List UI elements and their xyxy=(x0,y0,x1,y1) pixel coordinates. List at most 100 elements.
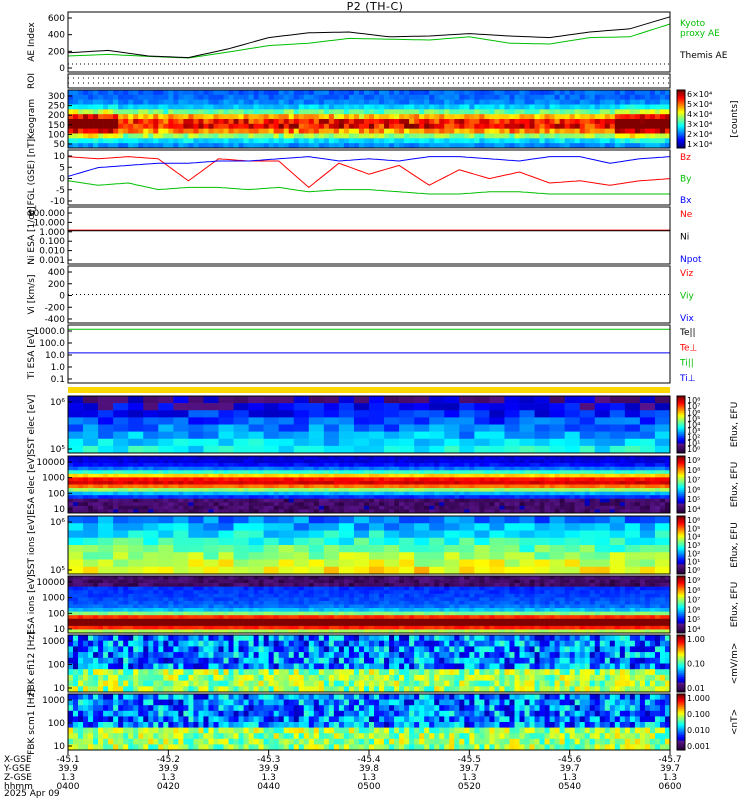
heatmap-cell xyxy=(338,491,345,496)
heatmap-cell xyxy=(609,119,616,125)
heatmap-cell xyxy=(389,477,395,482)
heatmap-cell xyxy=(263,625,269,630)
heatmap-cell xyxy=(228,119,234,125)
heatmap-cell xyxy=(183,600,189,605)
heatmap-cell xyxy=(589,99,596,105)
heatmap-cell xyxy=(298,509,305,514)
heatmap-cell xyxy=(469,477,475,482)
heatmap-cell xyxy=(369,456,375,460)
heatmap-cell xyxy=(203,545,219,553)
heatmap-cell xyxy=(138,615,144,620)
heatmap-cell xyxy=(353,466,360,471)
heatmap-cell xyxy=(399,463,405,467)
heatmap-cell xyxy=(258,484,264,489)
heatmap-cell xyxy=(348,505,355,510)
heatmap-cell xyxy=(178,104,184,110)
heatmap-cell xyxy=(143,611,149,616)
heatmap-cell xyxy=(594,403,611,411)
heatmap-cell xyxy=(579,114,586,120)
heatmap-cell xyxy=(218,545,234,553)
heatmap-cell xyxy=(253,123,259,129)
heatmap-esa_e xyxy=(68,456,671,514)
heatmap-cell xyxy=(419,109,425,115)
heatmap-cell xyxy=(223,99,229,105)
heatmap-cell xyxy=(138,94,144,100)
heatmap-cell xyxy=(108,119,114,125)
heatmap-cell xyxy=(138,119,144,125)
heatmap-cell xyxy=(404,133,410,139)
heatmap-cell xyxy=(399,94,405,100)
heatmap-cell xyxy=(113,466,119,471)
heatmap-cell xyxy=(293,552,310,560)
heatmap-cell xyxy=(233,459,239,464)
heatmap-cell xyxy=(479,488,485,492)
heatmap-cell xyxy=(659,119,666,125)
heatmap-cell xyxy=(499,473,505,478)
heatmap-cell xyxy=(318,94,325,100)
heatmap-cell xyxy=(208,509,214,514)
ytick-temperature-2: 10.0 xyxy=(45,351,65,361)
heatmap-cell xyxy=(283,491,290,496)
heatmap-cell xyxy=(83,466,89,471)
heatmap-cell xyxy=(133,615,139,620)
heatmap-cell xyxy=(654,104,661,110)
heatmap-cell xyxy=(283,583,290,587)
heatmap-cell xyxy=(444,410,460,418)
heatmap-cell xyxy=(594,410,611,418)
heatmap-cell xyxy=(203,566,219,575)
heatmap-cell xyxy=(303,104,310,110)
heatmap-cell xyxy=(363,456,370,460)
heatmap-cell xyxy=(258,615,264,620)
heatmap-cell xyxy=(268,459,274,464)
heatmap-cell xyxy=(414,459,420,464)
heatmap-cell xyxy=(439,505,445,510)
heatmap-cell xyxy=(328,94,335,100)
heatmap-cell xyxy=(308,470,315,475)
heatmap-cell xyxy=(248,597,254,602)
heatmap-cell xyxy=(348,109,355,115)
heatmap-cell xyxy=(138,576,144,580)
heatmap-cell xyxy=(409,477,415,482)
heatmap-cell xyxy=(293,488,300,492)
heatmap-cell xyxy=(178,463,184,467)
heatmap-cell xyxy=(98,488,104,492)
heatmap-cell xyxy=(153,502,159,507)
heatmap-cell xyxy=(128,463,134,467)
heatmap-cell xyxy=(534,109,540,115)
heatmap-cell xyxy=(233,583,239,587)
heatmap-cell xyxy=(283,466,290,471)
heatmap-cell xyxy=(323,477,330,482)
heatmap-cell xyxy=(514,488,520,492)
heatmap-cell xyxy=(323,123,330,129)
heatmap-cell xyxy=(389,498,395,503)
heatmap-cell xyxy=(509,502,515,507)
heatmap-cell xyxy=(98,424,114,432)
heatmap-cell xyxy=(208,477,214,482)
heatmap-cell xyxy=(208,593,214,598)
heatmap-cell xyxy=(504,502,510,507)
colorbar-swatch xyxy=(677,476,685,480)
heatmap-cell xyxy=(193,119,199,125)
heatmap-cell xyxy=(639,445,656,454)
colorbar-swatch xyxy=(677,527,685,531)
heatmap-cell xyxy=(228,94,234,100)
heatmap-cell xyxy=(258,473,264,478)
heatmap-cell xyxy=(68,566,84,575)
heatmap-cell xyxy=(293,516,310,524)
heatmap-cell xyxy=(524,128,530,134)
heatmap-cell xyxy=(253,576,259,580)
heatmap-cell xyxy=(579,545,596,553)
heatmap-cell xyxy=(193,480,199,485)
heatmap-cell xyxy=(223,509,229,514)
heatmap-cell xyxy=(343,495,350,500)
heatmap-cell xyxy=(504,459,510,464)
heatmap-cell xyxy=(198,629,204,634)
heatmap-cell xyxy=(258,470,264,475)
heatmap-cell xyxy=(123,119,129,125)
heatmap-cell xyxy=(409,463,415,467)
heatmap-cell xyxy=(158,491,164,496)
heatmap-cell xyxy=(178,459,184,464)
heatmap-cell xyxy=(489,466,495,471)
heatmap-cell xyxy=(88,123,94,129)
heatmap-cell xyxy=(283,480,290,485)
